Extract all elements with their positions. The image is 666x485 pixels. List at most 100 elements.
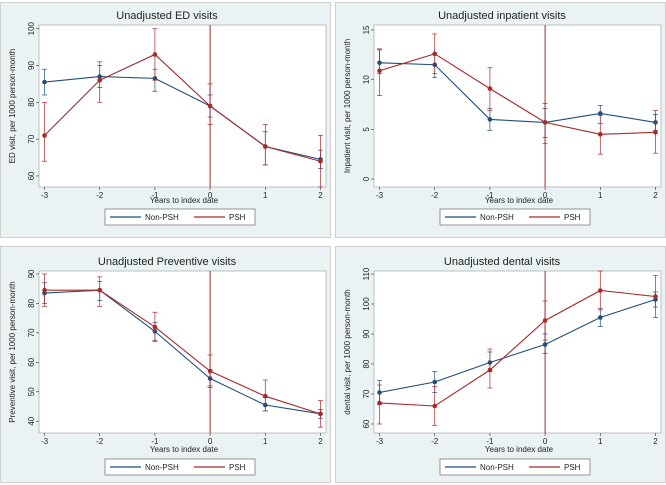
data-point-psh — [377, 400, 382, 406]
x-tick-label: 1 — [598, 437, 603, 446]
data-point-psh — [653, 294, 658, 299]
x-tick-label: 0 — [208, 191, 213, 200]
chart-title: Unadjusted inpatient visits — [438, 10, 566, 22]
legend-label-psh: PSH — [564, 463, 581, 472]
data-point-psh — [487, 86, 493, 91]
x-tick-label: -2 — [96, 191, 104, 200]
chart-panel-dental: Unadjusted dental visits Years to index … — [335, 246, 666, 483]
legend-label-psh: PSH — [229, 463, 246, 472]
y-tick-label: 70 — [27, 134, 36, 143]
x-tick-label: 2 — [653, 191, 658, 200]
x-tick-label: -3 — [41, 437, 49, 446]
data-point-psh — [152, 324, 158, 330]
data-marks — [377, 25, 658, 187]
plot-area — [38, 270, 327, 434]
x-tick-label: -1 — [486, 437, 494, 446]
chart-preventive: Unadjusted Preventive visits Years to in… — [8, 256, 327, 476]
x-tick-label: 2 — [318, 191, 323, 200]
data-point-non-psh — [542, 342, 548, 347]
y-tick-label: 80 — [362, 359, 371, 368]
y-tick-label: 80 — [27, 97, 36, 106]
y-axis-label: Inpatient visit, per 1000 person-month — [343, 39, 352, 173]
x-tick-label: 1 — [263, 437, 268, 446]
legend-label-non-psh: Non-PSH — [480, 213, 514, 222]
data-point-non-psh — [432, 379, 438, 385]
chart-inpatient: Unadjusted inpatient visits Years to ind… — [343, 10, 662, 226]
y-tick-label: 90 — [362, 329, 371, 338]
data-point-psh — [97, 287, 103, 293]
legend: Non-PSH PSH — [104, 458, 256, 476]
x-axis-label: Years to index date — [150, 445, 219, 454]
y-tick-label: 70 — [362, 389, 371, 398]
chart-dental: Unadjusted dental visits Years to index … — [343, 256, 662, 476]
x-tick-label: -1 — [486, 191, 494, 200]
x-tick-label: -1 — [151, 437, 159, 446]
series-line-non-psh — [379, 298, 656, 394]
data-marks — [377, 270, 658, 433]
y-tick-label: 5 — [362, 127, 371, 132]
data-point-psh — [597, 288, 603, 293]
y-tick-label: 50 — [27, 387, 36, 396]
x-tick-label: -2 — [96, 437, 104, 446]
y-tick-label: 0 — [362, 176, 371, 181]
x-tick-label: 0 — [543, 191, 548, 200]
data-point-non-psh — [487, 117, 493, 122]
data-point-psh — [207, 103, 213, 109]
data-point-psh — [377, 68, 382, 74]
chart-panel-ed: Unadjusted ED visits Years to index date… — [0, 2, 331, 238]
y-axis-label: Preventive visit, per 1000 person-month — [8, 281, 17, 422]
legend-box — [104, 458, 256, 476]
y-tick-label: 110 — [362, 267, 371, 280]
y-tick-label: 15 — [362, 25, 371, 34]
y-tick-label: 100 — [362, 297, 371, 311]
legend-box — [104, 208, 256, 226]
series-line-psh — [44, 289, 321, 415]
x-tick-label: 1 — [598, 191, 603, 200]
data-point-psh — [97, 77, 103, 83]
y-tick-label: 80 — [27, 298, 36, 307]
data-point-psh — [42, 133, 47, 138]
x-tick-label: 2 — [653, 437, 658, 446]
chart-title: Unadjusted Preventive visits — [98, 256, 237, 268]
chart-panel-preventive: Unadjusted Preventive visits Years to in… — [0, 246, 331, 483]
chart-title: Unadjusted ED visits — [116, 10, 218, 22]
x-tick-label: -3 — [376, 191, 384, 200]
x-tick-label: 0 — [208, 437, 213, 446]
legend: Non-PSH PSH — [439, 208, 591, 226]
data-point-psh — [542, 318, 548, 323]
chart-ed: Unadjusted ED visits Years to index date… — [8, 10, 327, 226]
y-tick-label: 60 — [27, 357, 36, 366]
data-point-psh — [207, 368, 213, 374]
legend-box — [439, 458, 591, 476]
data-point-psh — [542, 120, 548, 125]
data-point-psh — [42, 287, 47, 293]
axis-ticks: 60 70 80 90 100 -3 -2 -1 0 1 2 — [27, 21, 323, 200]
data-point-psh — [432, 403, 438, 409]
data-point-psh — [653, 130, 658, 135]
x-tick-label: -3 — [41, 191, 49, 200]
axis-ticks: 0 5 10 15 -3 -2 -1 0 1 2 — [362, 25, 658, 200]
data-marks — [42, 25, 323, 188]
x-axis-label: Years to index date — [485, 196, 554, 205]
x-tick-label: -1 — [151, 191, 159, 200]
y-tick-label: 10 — [362, 75, 371, 84]
legend: Non-PSH PSH — [439, 458, 591, 476]
legend-label-non-psh: Non-PSH — [480, 463, 514, 472]
data-point-psh — [487, 367, 493, 373]
x-tick-label: 2 — [318, 437, 323, 446]
legend-label-psh: PSH — [229, 213, 246, 222]
axis-ticks: 60 70 80 90 100 110 -3 -2 -1 0 1 2 — [362, 267, 658, 446]
x-tick-label: -2 — [431, 191, 439, 200]
chart-title: Unadjusted dental visits — [444, 256, 561, 268]
y-tick-label: 40 — [27, 416, 36, 425]
data-point-non-psh — [597, 315, 603, 320]
x-axis-label: Years to index date — [150, 196, 219, 205]
data-point-psh — [432, 51, 438, 57]
plot-area — [373, 270, 662, 434]
y-tick-label: 100 — [27, 21, 36, 35]
legend-label-psh: PSH — [564, 213, 581, 222]
series-line-non-psh — [379, 62, 656, 123]
y-axis-label: dental visit, per 1000 person-month — [343, 289, 352, 414]
data-marks — [42, 271, 323, 433]
legend-box — [439, 208, 591, 226]
